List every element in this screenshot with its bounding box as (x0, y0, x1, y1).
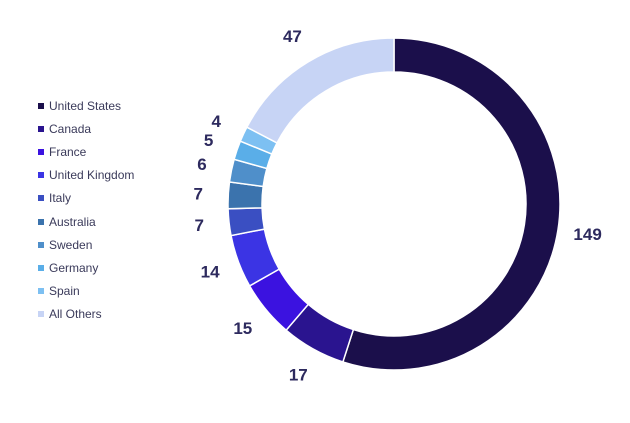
legend-item: Spain (38, 280, 134, 303)
legend-item: France (38, 140, 134, 163)
data-label-australia: 7 (194, 184, 203, 203)
legend-swatch (38, 148, 44, 155)
legend-label: United States (49, 98, 122, 113)
legend-item: United Kingdom (38, 164, 134, 187)
legend-item: United States (38, 94, 134, 117)
legend-label: Australia (49, 214, 96, 229)
legend-swatch (38, 311, 44, 318)
legend-label: Canada (49, 121, 92, 136)
legend-swatch (38, 241, 44, 248)
donut-slice-all-others (245, 37, 395, 144)
data-label-spain: 4 (211, 112, 221, 131)
data-label-united-states: 149 (573, 225, 601, 244)
legend-label: Sweden (49, 237, 93, 252)
data-label-germany: 5 (204, 131, 213, 150)
legend-swatch (38, 264, 44, 271)
data-label-all-others: 47 (283, 27, 302, 46)
legend-item: All Others (38, 303, 134, 326)
legend-label: Italy (49, 191, 72, 206)
data-label-united-kingdom: 14 (201, 262, 220, 281)
donut-slice-united-states (341, 37, 561, 371)
legend-swatch (38, 195, 44, 202)
chart-legend: United States Canada France United Kingdom I… (38, 94, 134, 326)
legend-item: Canada (38, 117, 134, 140)
legend-swatch (38, 102, 44, 109)
legend-item: Sweden (38, 233, 134, 256)
legend-swatch (38, 172, 44, 179)
legend-label: France (49, 144, 87, 159)
legend-label: United Kingdom (49, 168, 135, 183)
legend-swatch (38, 125, 44, 132)
legend-label: Germany (49, 260, 99, 275)
legend-item: Italy (38, 187, 134, 210)
legend-item: Germany (38, 256, 134, 279)
data-label-italy: 7 (194, 216, 203, 235)
legend-label: All Others (49, 307, 102, 322)
legend-item: Australia (38, 210, 134, 233)
data-label-france: 15 (233, 319, 252, 338)
legend-label: Spain (49, 284, 80, 299)
legend-swatch (38, 218, 44, 225)
legend-swatch (38, 288, 44, 295)
data-label-sweden: 6 (197, 155, 206, 174)
data-label-canada: 17 (289, 366, 308, 385)
